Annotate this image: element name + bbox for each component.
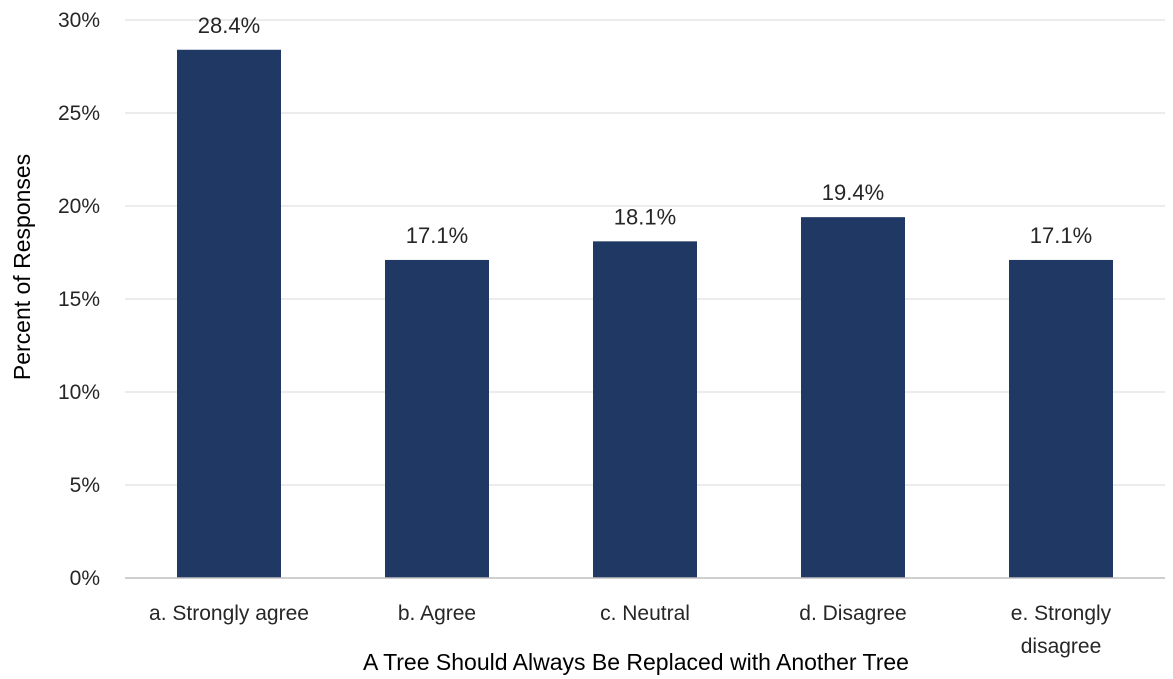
y-tick-label: 0% (70, 567, 100, 590)
y-tick-label: 5% (70, 474, 100, 497)
x-category-label: e. Strongly disagree (1011, 602, 1112, 658)
data-label: 17.1% (1030, 223, 1092, 248)
y-tick-label: 15% (58, 288, 100, 311)
y-axis-ticks: 0% 5% 10% 15% 20% 25% 30% (58, 9, 100, 590)
x-category-label: b. Agree (398, 602, 476, 625)
bar (593, 241, 697, 578)
bar (801, 217, 905, 578)
y-tick-label: 20% (58, 195, 100, 218)
bars (177, 49, 1113, 578)
x-category-label: a. Strongly agree (149, 602, 309, 625)
data-labels: 28.4% 17.1% 18.1% 19.4% 17.1% (198, 13, 1092, 248)
y-tick-label: 30% (58, 9, 100, 32)
y-tick-label: 25% (58, 102, 100, 125)
bar (385, 259, 489, 578)
bar (1009, 259, 1113, 578)
x-axis-categories: a. Strongly agree b. Agree c. Neutral d. Di… (149, 602, 1112, 658)
data-label: 28.4% (198, 13, 260, 38)
x-category-label: d. Disagree (799, 602, 906, 625)
bar (177, 49, 281, 578)
y-axis-title: Percent of Responses (9, 154, 35, 380)
data-label: 17.1% (406, 223, 468, 248)
x-category-label: c. Neutral (600, 602, 690, 625)
data-label: 19.4% (822, 180, 884, 205)
y-tick-label: 10% (58, 381, 100, 404)
data-label: 18.1% (614, 204, 676, 229)
x-axis-title: A Tree Should Always Be Replaced with An… (363, 649, 909, 675)
